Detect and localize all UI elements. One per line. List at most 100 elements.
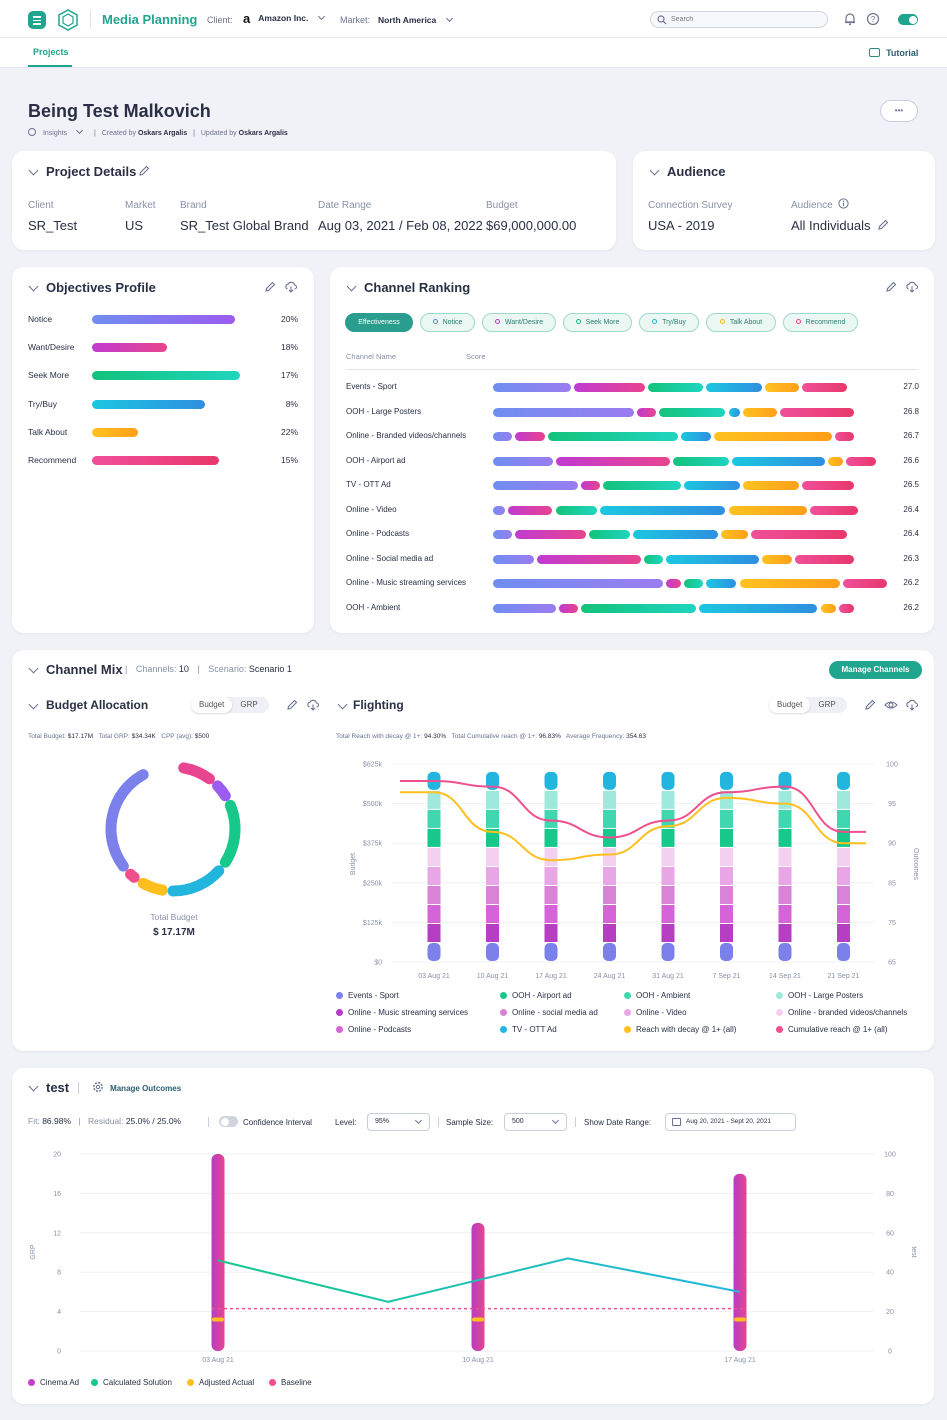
edit-pencil-icon[interactable] xyxy=(877,219,889,231)
legend-item[interactable]: Online - social media ad xyxy=(500,1008,598,1017)
flighting-bar-segment[interactable] xyxy=(720,924,733,942)
legend-item[interactable]: Online - Podcasts xyxy=(336,1025,411,1034)
cinema-ad-bar[interactable] xyxy=(733,1173,747,1351)
collapse-chevron-icon[interactable] xyxy=(337,699,348,710)
budget-grp-toggle[interactable]: Budget GRP xyxy=(191,697,269,713)
flighting-bar-segment[interactable] xyxy=(603,924,616,942)
collapse-chevron-icon[interactable] xyxy=(346,281,357,292)
legend-item[interactable]: OOH - Airport ad xyxy=(500,991,572,1000)
flighting-bar-segment[interactable] xyxy=(486,848,499,866)
cloud-download-icon[interactable] xyxy=(284,280,298,294)
legend-item[interactable]: Adjusted Actual xyxy=(187,1378,254,1387)
donut-segment[interactable] xyxy=(167,865,225,897)
bell-icon[interactable] xyxy=(843,12,857,26)
flighting-bar-segment[interactable] xyxy=(778,886,792,904)
flighting-bar-segment[interactable] xyxy=(427,867,441,885)
flighting-bar-segment[interactable] xyxy=(544,828,558,847)
flighting-bar-segment[interactable] xyxy=(720,905,733,923)
tab-want-desire[interactable]: Want/Desire xyxy=(482,313,556,332)
flighting-bar-segment[interactable] xyxy=(544,771,558,790)
flighting-bar-segment[interactable] xyxy=(778,790,792,809)
level-select[interactable]: 95% xyxy=(367,1113,430,1131)
donut-segment[interactable] xyxy=(212,780,231,802)
flighting-bar-segment[interactable] xyxy=(486,771,499,790)
tab-effectiveness[interactable]: Effectiveness xyxy=(345,313,413,332)
flighting-bar-segment[interactable] xyxy=(603,809,616,828)
flighting-bar-segment[interactable] xyxy=(603,943,616,961)
flighting-bar-segment[interactable] xyxy=(603,905,616,923)
flighting-bar-segment[interactable] xyxy=(603,790,616,809)
donut-segment[interactable] xyxy=(137,877,168,896)
flighting-bar-segment[interactable] xyxy=(720,790,733,809)
date-range-picker[interactable]: Aug 20, 2021 - Sept 20, 2021 xyxy=(665,1113,796,1131)
confidence-toggle[interactable] xyxy=(219,1116,238,1127)
flighting-bar-segment[interactable] xyxy=(720,848,733,866)
theme-toggle[interactable] xyxy=(898,14,918,25)
flighting-bar-segment[interactable] xyxy=(837,771,850,790)
flighting-bar-segment[interactable] xyxy=(603,886,616,904)
flighting-bar-segment[interactable] xyxy=(720,867,733,885)
flighting-bar-segment[interactable] xyxy=(603,867,616,885)
flighting-bar-segment[interactable] xyxy=(603,848,616,866)
flighting-bar-segment[interactable] xyxy=(661,943,675,961)
edit-pencil-icon[interactable] xyxy=(864,699,876,711)
flighting-bar-segment[interactable] xyxy=(837,848,850,866)
legend-item[interactable]: OOH - Ambient xyxy=(624,991,690,1000)
donut-segment[interactable] xyxy=(178,762,215,785)
adjusted-actual-marker[interactable] xyxy=(734,1317,746,1322)
flighting-bar-segment[interactable] xyxy=(661,867,675,885)
flighting-bar-segment[interactable] xyxy=(661,905,675,923)
edit-pencil-icon[interactable] xyxy=(286,699,298,711)
toggle-grp[interactable]: GRP xyxy=(818,700,836,709)
flighting-bar-segment[interactable] xyxy=(486,905,499,923)
flighting-bar-segment[interactable] xyxy=(720,809,733,828)
tab-talk-about[interactable]: Talk About xyxy=(706,313,776,332)
adjusted-actual-marker[interactable] xyxy=(472,1317,484,1322)
cinema-ad-bar[interactable] xyxy=(211,1154,225,1351)
flighting-bar-segment[interactable] xyxy=(544,809,558,828)
legend-item[interactable]: TV - OTT Ad xyxy=(500,1025,557,1034)
cloud-download-icon[interactable] xyxy=(905,698,919,712)
help-icon[interactable]: ? xyxy=(866,12,880,26)
tab-try-buy[interactable]: Try/Buy xyxy=(639,313,699,332)
legend-item[interactable]: Online - branded videos/channels xyxy=(776,1008,907,1017)
cloud-download-icon[interactable] xyxy=(306,698,320,712)
legend-item[interactable]: Cinema Ad xyxy=(28,1378,79,1387)
flighting-line-series[interactable] xyxy=(399,780,866,839)
flighting-bar-segment[interactable] xyxy=(837,924,850,942)
flighting-bar-segment[interactable] xyxy=(486,790,499,809)
flighting-bar-segment[interactable] xyxy=(778,848,792,866)
tab-seek-more[interactable]: Seek More xyxy=(563,313,632,332)
toggle-grp[interactable]: GRP xyxy=(240,700,258,709)
eye-icon[interactable] xyxy=(884,699,898,711)
tab-notice[interactable]: Notice xyxy=(420,313,475,332)
flighting-line-series[interactable] xyxy=(399,791,866,862)
flighting-bar-segment[interactable] xyxy=(720,886,733,904)
flighting-bar-segment[interactable] xyxy=(837,943,850,961)
flighting-bar-segment[interactable] xyxy=(720,943,733,961)
collapse-chevron-icon[interactable] xyxy=(28,165,39,176)
toggle-budget[interactable]: Budget xyxy=(769,697,811,713)
flighting-bar-segment[interactable] xyxy=(427,924,441,942)
edit-pencil-icon[interactable] xyxy=(264,281,276,293)
flighting-bar-segment[interactable] xyxy=(661,828,675,847)
donut-segment[interactable] xyxy=(125,868,140,883)
flighting-bar-segment[interactable] xyxy=(661,886,675,904)
insights-dropdown[interactable]: Insights xyxy=(38,126,84,137)
client-selector[interactable]: a Amazon Inc. xyxy=(243,11,326,29)
flighting-bar-segment[interactable] xyxy=(544,905,558,923)
flighting-bar-segment[interactable] xyxy=(661,771,675,790)
tab-recommend[interactable]: Recommend xyxy=(783,313,858,332)
flighting-bar-segment[interactable] xyxy=(778,809,792,828)
donut-segment[interactable] xyxy=(105,769,149,872)
legend-item[interactable]: Reach with decay @ 1+ (all) xyxy=(624,1025,736,1034)
legend-item[interactable]: Events - Sport xyxy=(336,991,399,1000)
flighting-bar-segment[interactable] xyxy=(427,828,441,847)
flighting-bar-segment[interactable] xyxy=(720,771,733,790)
sample-size-select[interactable]: 500 xyxy=(504,1113,567,1131)
cinema-ad-bar[interactable] xyxy=(471,1222,485,1351)
manage-channels-button[interactable]: Manage Channels xyxy=(829,661,922,679)
flighting-bar-segment[interactable] xyxy=(486,867,499,885)
donut-segment[interactable] xyxy=(219,799,241,868)
info-icon[interactable] xyxy=(838,198,849,209)
